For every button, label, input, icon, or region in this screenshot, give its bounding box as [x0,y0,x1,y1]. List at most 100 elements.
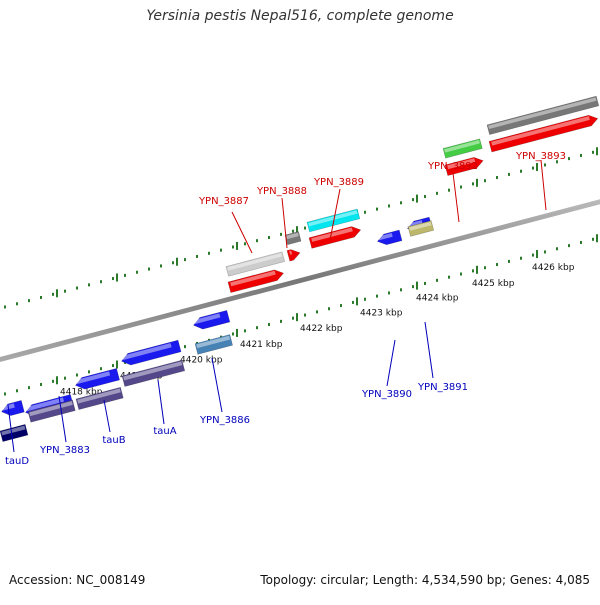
gene-YPN_3893 [486,95,600,135]
minor-tick [76,286,78,290]
major-tick [56,289,58,298]
minor-tick [412,285,414,289]
gene-highlight [289,250,293,255]
minor-tick [532,253,534,257]
major-tick [236,328,238,337]
minor-tick [292,229,294,233]
minor-tick [484,179,486,183]
minor-tick [64,289,66,293]
gene-label: YPN_3886 [199,415,250,426]
map-title: Yersinia pestis Nepal516, complete genom… [146,8,454,24]
gene-body [376,229,403,246]
gene-highlight [77,388,121,404]
minor-tick [292,316,294,320]
minor-tick [196,254,198,258]
gene-label: YPN_3891 [417,382,468,393]
major-tick [116,273,118,282]
gene-band [194,334,233,355]
gene-body [27,399,76,423]
minor-tick [28,299,30,303]
genes-layer [0,95,600,443]
cds-blue [376,229,403,246]
minor-tick [400,288,402,292]
minor-tick [448,275,450,279]
minor-tick [28,386,30,390]
major-tick [476,265,478,274]
gene-body [121,339,182,366]
minor-tick [100,367,102,371]
minor-tick [388,291,390,295]
minor-tick [376,294,378,298]
backbone-line [0,199,600,362]
minor-tick [556,160,558,164]
tick-label: 4418 kbp [60,387,103,397]
gene-band [75,386,124,411]
labels-layer: YPN_3887 YPN_3888 YPN_3889 YPN_3892 YPN_3893… [5,151,566,467]
major-tick [176,257,178,266]
minor-tick [280,319,282,323]
minor-tick [232,245,234,249]
minor-tick [112,277,114,281]
minor-tick [184,258,186,262]
major-tick [416,194,418,203]
leader-line [157,379,165,425]
gene-highlight [196,335,231,349]
leader-line [329,188,341,241]
gene-body [444,157,484,176]
gene-highlight [194,313,221,325]
gene-highlight [488,97,597,130]
minor-tick [484,266,486,270]
minor-tick [88,283,90,287]
gene-body [121,359,186,387]
minor-tick [352,300,354,304]
minor-tick [436,191,438,195]
gene-label: YPN_3887 [198,196,249,207]
minor-tick [328,307,330,311]
minor-tick [160,264,162,268]
leader-line [7,404,15,453]
minor-tick [112,364,114,368]
genome-summary: Topology: circular; Length: 4,534,590 bp… [260,573,590,587]
minor-tick [400,201,402,205]
gene-body [442,138,483,159]
minor-tick [136,270,138,274]
minor-tick [40,295,42,299]
minor-tick [208,251,210,255]
cds-blue [1,400,25,416]
gene-body [407,220,435,237]
gene-band [121,359,186,387]
tick-label: 4425 kbp [472,279,515,289]
minor-tick [544,163,546,167]
gene-band [27,399,76,423]
minor-tick [568,157,570,161]
minor-tick [424,194,426,198]
gene-label: YPN_3888 [256,186,307,197]
minor-tick [88,370,90,374]
minor-tick [304,226,306,230]
leader-line [540,159,547,211]
tick-label: 4426 kbp [532,263,575,273]
leader-line [424,321,434,379]
minor-tick [592,237,594,241]
gene-label: YPN_3892 [427,161,478,172]
gene-body [227,269,285,294]
minor-tick [496,176,498,180]
minor-tick [52,379,54,383]
cds-blue [121,339,182,366]
major-tick [296,313,298,322]
gene-body [488,114,599,153]
gene-body [194,334,233,355]
tick-label: 4423 kbp [360,308,403,318]
leader-line [58,395,67,443]
cds-red [286,249,301,262]
gene-body [1,400,25,416]
minor-tick [124,273,126,277]
minor-tick [580,153,582,157]
minor-tick [412,198,414,202]
gene-body [193,309,231,330]
gene-band [407,220,435,237]
tick-label: 4422 kbp [300,324,343,334]
minor-tick [556,247,558,251]
